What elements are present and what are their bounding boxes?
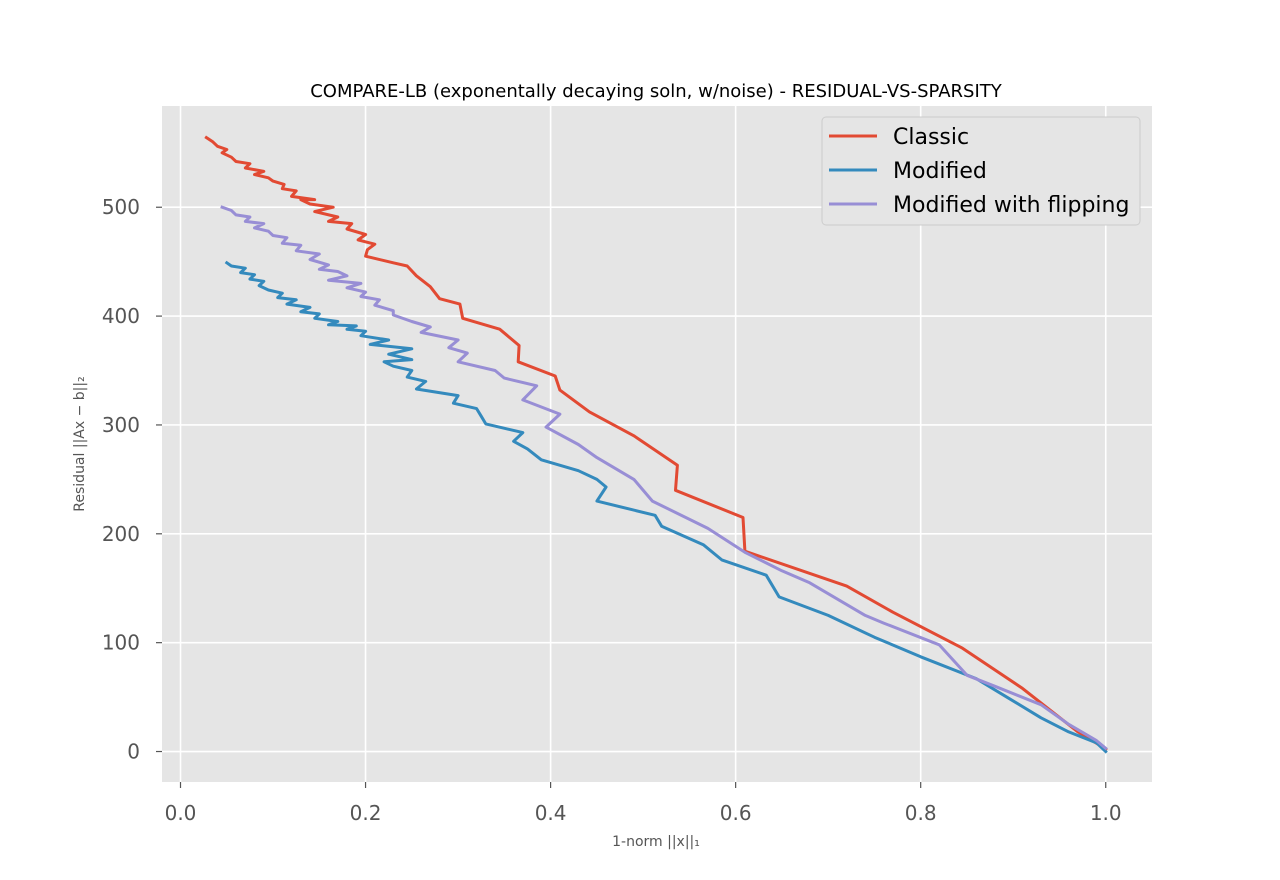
y-tick-label: 100: [102, 631, 140, 655]
y-axis-ticks: 0 100 200 300 400 500: [102, 195, 162, 764]
x-tick-label: 1.0: [1090, 801, 1122, 825]
x-tick-label: 0.2: [350, 801, 382, 825]
x-tick-label: 0.4: [535, 801, 567, 825]
y-tick-label: 500: [102, 195, 140, 219]
y-axis-label: Residual ||Ax − b||₂: [72, 376, 88, 511]
series-line-1: [204, 135, 1108, 752]
x-tick-label: 0.8: [905, 801, 937, 825]
legend-label-3: Modified with flipping: [893, 193, 1129, 218]
x-axis-label: 1-norm ||x||₁: [612, 834, 700, 850]
x-tick-label: 0.0: [165, 801, 197, 825]
y-tick-label: 0: [127, 740, 140, 764]
legend-label-2: Modified: [893, 159, 987, 184]
y-tick-label: 400: [102, 304, 140, 328]
legend: Classic Modified Modified with flipping: [821, 116, 1141, 226]
legend-label-1: Classic: [893, 125, 969, 150]
grid-lines: [162, 106, 1152, 782]
x-tick-label: 0.6: [720, 801, 752, 825]
y-tick-label: 300: [102, 413, 140, 437]
series-line-3: [220, 205, 1108, 751]
series-layer: [204, 135, 1108, 754]
chart-title: COMPARE-LB (exponentally decaying soln, …: [310, 81, 1003, 102]
y-tick-label: 200: [102, 522, 140, 546]
series-line-2: [224, 260, 1108, 754]
x-axis-ticks: 0.0 0.2 0.4 0.6 0.8 1.0: [165, 782, 1122, 825]
legend-box: [821, 116, 1141, 226]
